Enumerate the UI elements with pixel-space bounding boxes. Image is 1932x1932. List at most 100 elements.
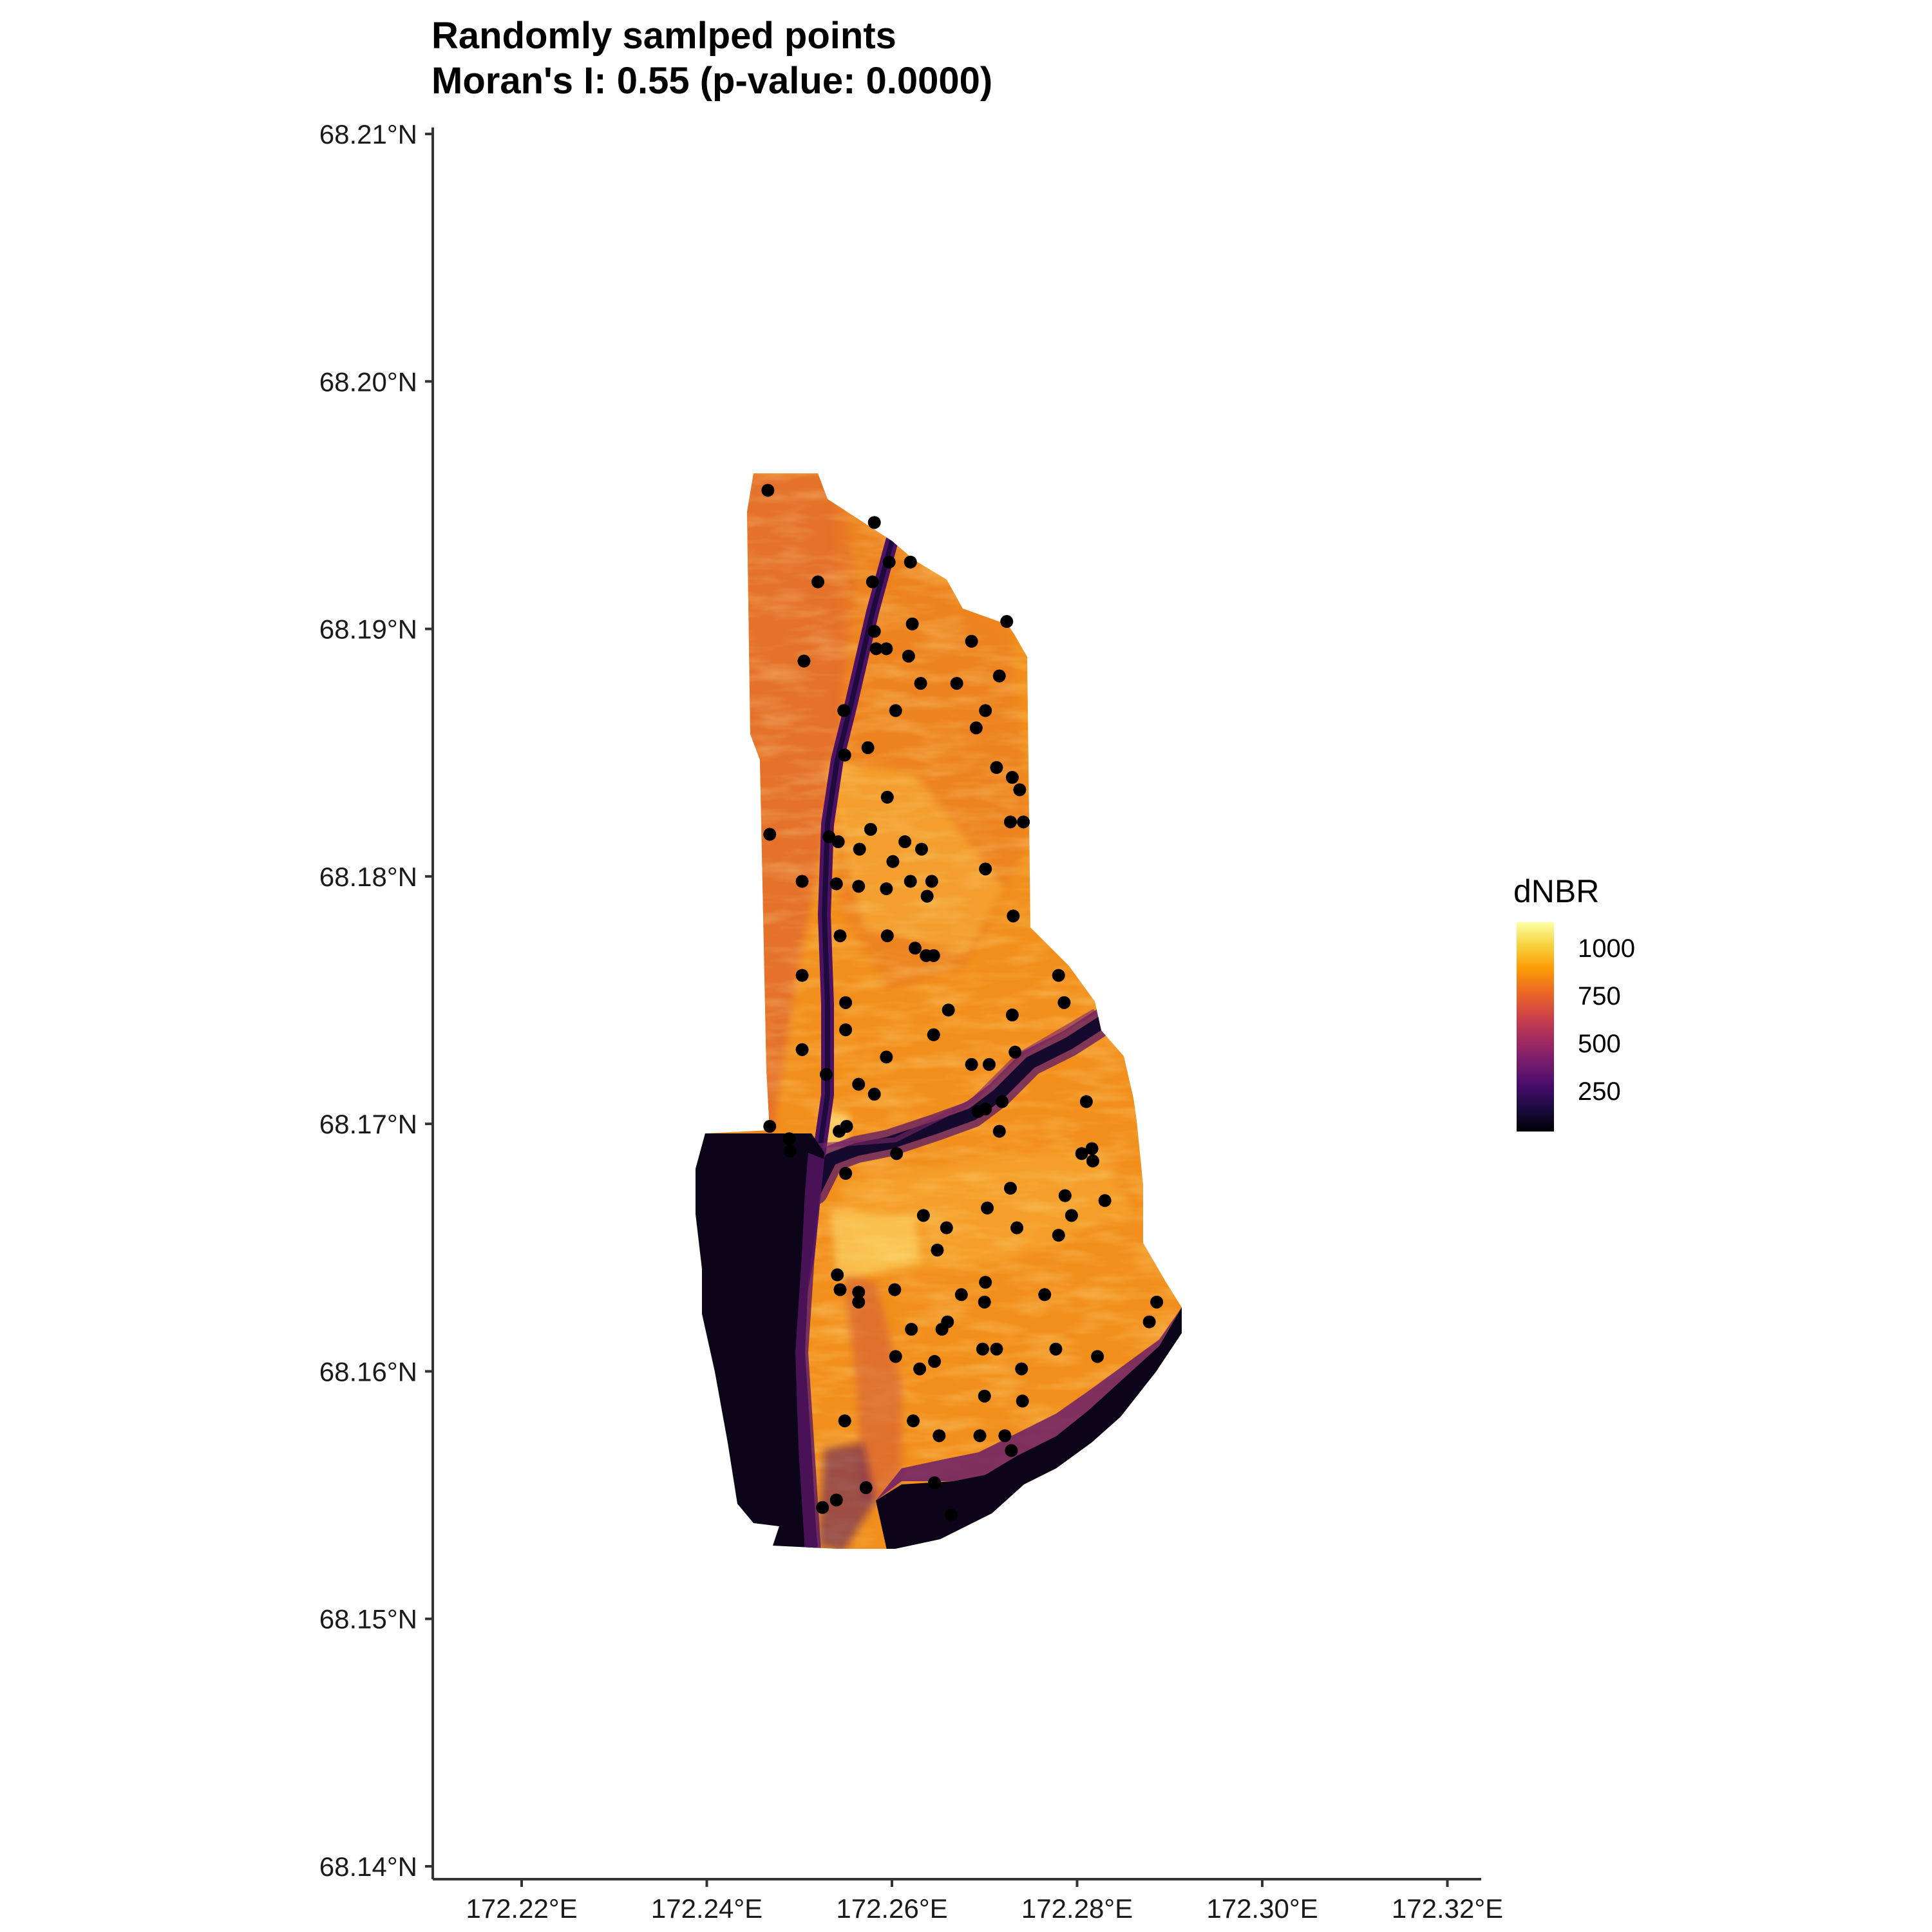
y-tick-label: 68.15°N	[319, 1604, 417, 1634]
sample-point	[978, 1389, 991, 1403]
sample-point	[978, 1295, 991, 1309]
sample-point	[888, 1283, 902, 1296]
sample-point	[861, 741, 875, 755]
sample-point	[866, 575, 879, 589]
sample-point	[902, 649, 915, 663]
sample-point	[1057, 996, 1071, 1009]
sample-point	[982, 1057, 996, 1071]
x-tick-label: 172.28°E	[1021, 1893, 1133, 1924]
legend-colorbar	[1517, 922, 1554, 1132]
sample-point	[942, 1003, 955, 1017]
sample-point	[833, 1124, 846, 1138]
sample-point	[905, 1323, 918, 1336]
sample-point	[965, 1057, 978, 1071]
sample-point	[1005, 771, 1019, 784]
sample-point	[782, 1132, 796, 1146]
sample-point	[1049, 1342, 1063, 1356]
sample-point	[853, 842, 866, 856]
sample-point	[833, 929, 847, 943]
x-tick-label: 172.26°E	[836, 1893, 947, 1924]
sample-point	[880, 929, 894, 943]
x-tick-label: 172.22°E	[466, 1893, 577, 1924]
legend-label-250: 250	[1578, 1077, 1621, 1106]
sample-point	[990, 761, 1003, 774]
sampled-points	[761, 484, 1164, 1522]
legend-label-500: 500	[1578, 1030, 1621, 1058]
legend-title: dNBR	[1513, 873, 1600, 909]
sample-point	[852, 1295, 866, 1309]
sample-point	[990, 1342, 1003, 1356]
sample-point	[1016, 1394, 1029, 1408]
sample-point	[880, 882, 893, 896]
y-tick-label: 68.19°N	[319, 614, 417, 645]
sample-point	[915, 842, 928, 856]
sample-point	[979, 1276, 992, 1289]
sample-point	[837, 704, 851, 717]
sample-point	[973, 1429, 987, 1443]
sample-point	[1000, 615, 1014, 629]
sample-point	[976, 1342, 989, 1356]
sample-point	[852, 880, 866, 893]
x-tick-label: 172.30°E	[1206, 1893, 1318, 1924]
sample-point	[819, 1068, 833, 1081]
sample-point	[890, 1147, 904, 1160]
sample-point	[1017, 815, 1030, 829]
sample-point	[933, 1429, 946, 1443]
sample-point	[852, 1285, 866, 1299]
sample-point	[833, 1283, 847, 1296]
sample-point	[831, 1268, 844, 1282]
sample-point	[880, 790, 894, 804]
sample-point	[1013, 783, 1027, 797]
sample-point	[940, 1221, 953, 1235]
sample-point	[1015, 1362, 1028, 1376]
y-tick-label: 68.16°N	[319, 1356, 417, 1387]
sample-point	[1150, 1295, 1164, 1309]
sample-point	[839, 1023, 853, 1037]
sample-point	[797, 654, 811, 668]
sample-point	[927, 949, 940, 962]
sample-point	[904, 555, 917, 569]
x-tick-label: 172.24°E	[651, 1893, 762, 1924]
sample-point	[1007, 909, 1020, 923]
sample-point	[898, 835, 912, 849]
sample-point	[869, 642, 883, 656]
sample-point	[761, 484, 775, 497]
sample-point	[916, 1209, 930, 1222]
sample-point	[969, 721, 983, 735]
sample-point	[811, 575, 824, 589]
sample-point	[1052, 1229, 1065, 1242]
sample-point	[1005, 1009, 1019, 1022]
sample-point	[996, 1095, 1009, 1108]
sample-point	[1010, 1221, 1024, 1235]
y-tick-label: 68.14°N	[319, 1852, 417, 1882]
y-tick-label: 68.20°N	[319, 366, 417, 397]
sample-point	[965, 634, 978, 648]
y-axis: 68.21°N 68.20°N 68.19°N 68.18°N 68.17°N 68.16…	[319, 119, 434, 1882]
sample-point	[839, 1167, 853, 1180]
sample-point	[1065, 1209, 1078, 1222]
sample-point	[889, 1350, 902, 1363]
sample-point	[907, 1414, 920, 1428]
sample-point	[1052, 969, 1065, 982]
sample-point	[914, 677, 927, 690]
sample-point	[979, 862, 992, 876]
sample-point	[859, 1481, 873, 1495]
sample-point	[829, 877, 843, 891]
sample-point	[928, 1355, 942, 1368]
sample-point	[839, 996, 853, 1009]
sample-point	[1058, 1189, 1072, 1202]
sample-point	[795, 969, 809, 982]
sample-point	[783, 1144, 797, 1158]
sample-point	[1086, 1154, 1099, 1168]
sample-point	[882, 555, 896, 569]
sample-point	[829, 1493, 843, 1507]
sample-point	[838, 1414, 851, 1428]
sample-point	[928, 1476, 942, 1490]
sample-point	[795, 1043, 809, 1056]
sample-point	[880, 1050, 893, 1064]
sample-point	[889, 704, 902, 717]
sample-point	[795, 875, 809, 888]
sample-point	[886, 855, 900, 868]
sample-point	[1005, 1444, 1018, 1457]
